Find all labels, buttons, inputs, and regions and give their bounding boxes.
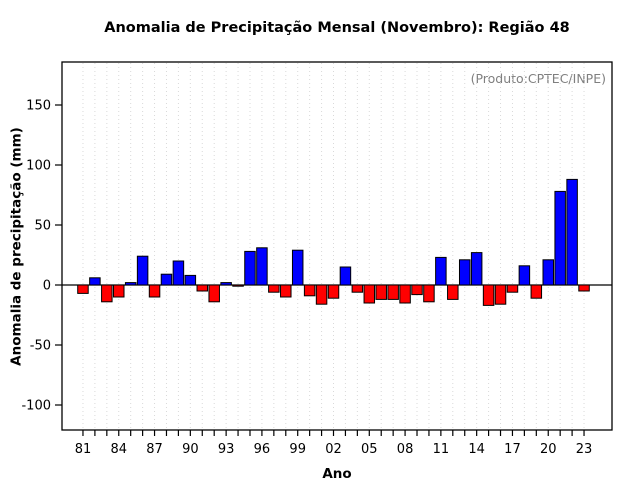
x-tick-label: 02 (325, 442, 342, 457)
bar-1995 (244, 250, 256, 286)
bar-1983 (101, 284, 113, 303)
bar-1984 (113, 284, 125, 298)
bar-2019 (530, 284, 543, 299)
x-axis-label: Ano (322, 466, 352, 482)
x-tick-label: 23 (576, 442, 593, 457)
bar-2007 (387, 284, 399, 300)
y-tick-label: 50 (34, 219, 51, 234)
bar-1988 (160, 273, 173, 286)
y-tick-label: 0 (43, 279, 51, 294)
bar-1997 (268, 284, 280, 293)
bar-2013 (458, 259, 471, 286)
bar-1999 (291, 249, 304, 286)
bar-1989 (172, 260, 185, 286)
x-tick-label: 84 (110, 442, 127, 457)
plot-border (61, 61, 613, 431)
bar-2018 (518, 265, 531, 286)
bar-1996 (256, 247, 268, 286)
bar-2001 (315, 284, 328, 305)
bar-2004 (351, 284, 364, 293)
bar-2023 (578, 284, 590, 292)
bar-1986 (136, 255, 149, 286)
x-tick-label: 14 (468, 442, 485, 457)
bar-2006 (375, 284, 387, 300)
x-tick-label: 99 (289, 442, 306, 457)
bar-2008 (399, 284, 411, 304)
bar-1985 (124, 282, 137, 286)
bar-2015 (482, 284, 495, 306)
bar-2000 (303, 284, 316, 297)
bar-2021 (554, 190, 566, 286)
bar-1991 (196, 284, 209, 292)
bar-2011 (435, 256, 447, 286)
x-tick-label: 08 (397, 442, 414, 457)
bar-2012 (447, 284, 459, 300)
y-tick-label: 100 (26, 159, 51, 174)
x-tick-label: 20 (540, 442, 557, 457)
x-tick-label: 17 (504, 442, 521, 457)
y-tick-label: 150 (26, 99, 51, 114)
x-tick-label: 93 (218, 442, 235, 457)
bar-2003 (339, 266, 352, 286)
x-tick-label: 90 (182, 442, 199, 457)
bar-1987 (148, 284, 161, 298)
source-annotation: (Produto:CPTEC/INPE) (470, 71, 606, 86)
x-tick-label: 05 (361, 442, 378, 457)
bar-1998 (280, 284, 292, 298)
bar-1993 (220, 282, 232, 286)
x-tick-label: 96 (254, 442, 271, 457)
bar-1992 (208, 284, 220, 303)
bar-1981 (77, 284, 89, 294)
chart-title: Anomalia de Precipitação Mensal (Novembr… (104, 20, 570, 36)
x-tick-label: 11 (433, 442, 450, 457)
bar-1982 (89, 277, 101, 286)
y-tick-label: -50 (30, 339, 51, 354)
bar-1990 (184, 274, 197, 286)
x-tick-label: 87 (146, 442, 163, 457)
bar-2017 (506, 284, 519, 293)
bar-2002 (327, 284, 340, 299)
bar-2022 (566, 178, 578, 286)
bar-2016 (494, 284, 507, 305)
bar-2020 (542, 259, 554, 286)
x-tick-label: 81 (75, 442, 92, 457)
bar-1994 (232, 284, 244, 287)
y-tick-label: -100 (21, 399, 51, 414)
bar-2009 (411, 284, 423, 296)
bar-2010 (423, 284, 435, 303)
bar-2005 (363, 284, 376, 304)
bar-2014 (470, 252, 483, 286)
